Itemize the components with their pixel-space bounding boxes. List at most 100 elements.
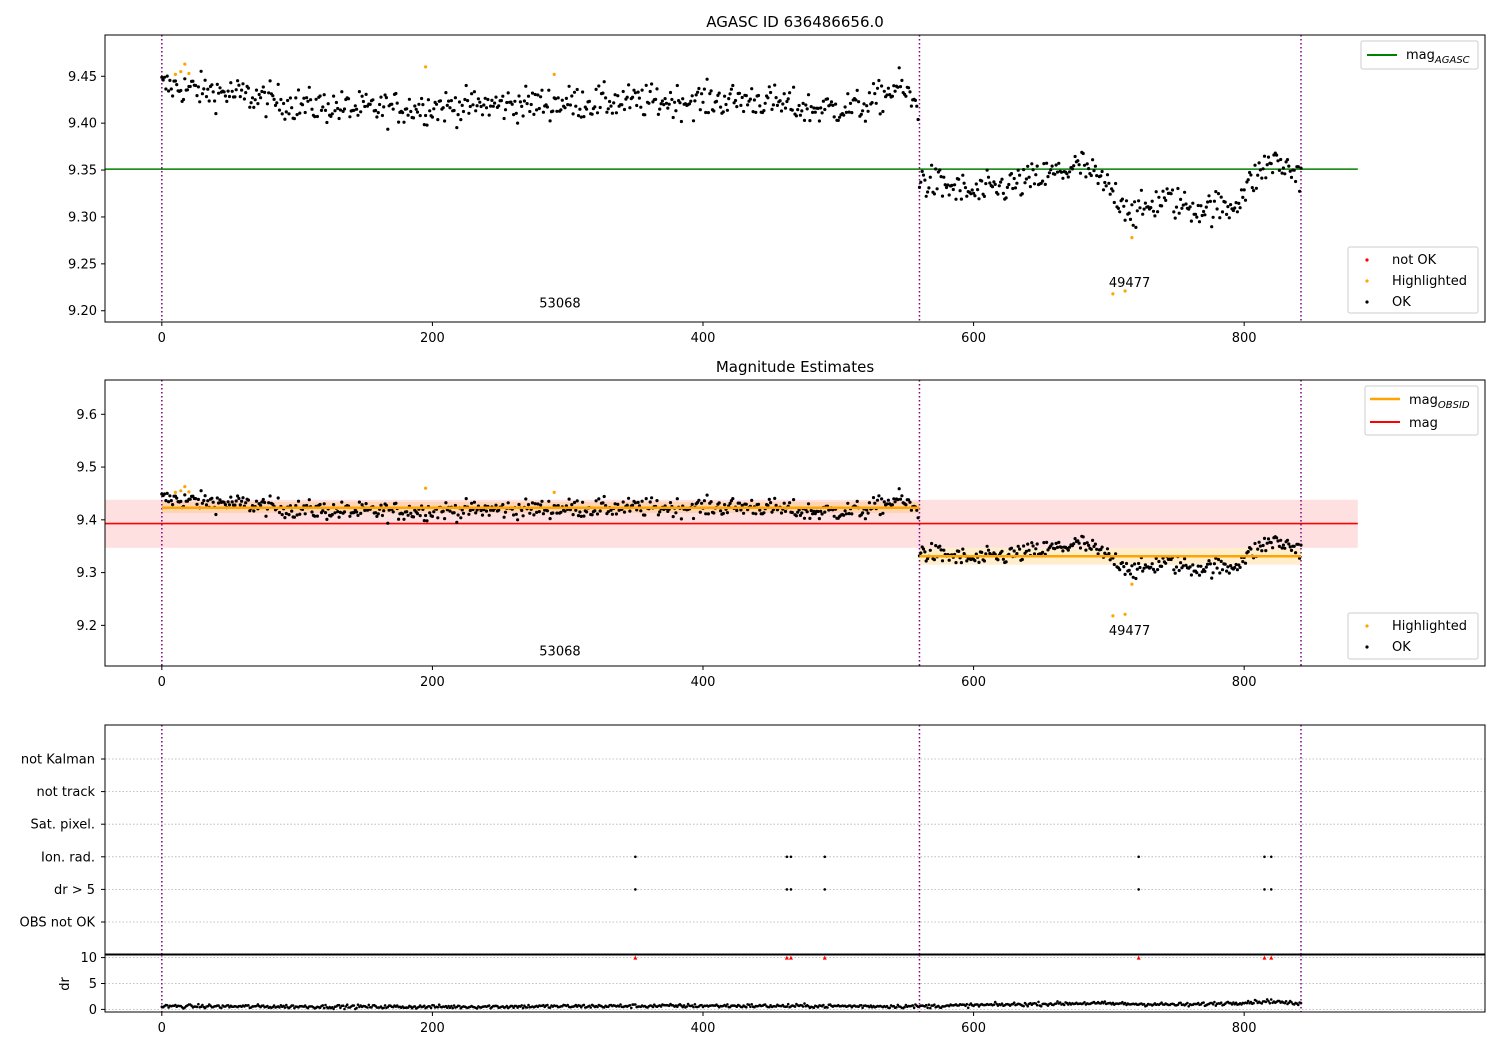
dr-point xyxy=(1142,1002,1146,1006)
ok-point xyxy=(195,94,199,98)
ok-point xyxy=(1130,203,1134,207)
dr-point xyxy=(803,1002,806,1005)
ok-point xyxy=(483,96,487,100)
ok-point xyxy=(867,91,872,95)
ok-point xyxy=(1170,188,1175,192)
ok-point xyxy=(1164,561,1168,565)
ok-point xyxy=(996,558,1000,562)
ok-point xyxy=(1199,204,1203,208)
ok-point xyxy=(1050,542,1054,546)
ok-point xyxy=(313,115,317,119)
ok-point xyxy=(1211,215,1215,219)
ok-point xyxy=(1281,166,1285,170)
dr-point xyxy=(505,1004,509,1008)
plot-frame xyxy=(104,953,1486,1013)
dr-clipped-marker xyxy=(1136,955,1141,960)
ok-point xyxy=(986,548,991,552)
ok-point xyxy=(1045,161,1049,165)
ok-point xyxy=(896,85,900,89)
ok-point xyxy=(336,510,340,514)
ok-point xyxy=(305,96,309,100)
ok-point xyxy=(1151,567,1156,572)
ok-point xyxy=(1142,566,1146,570)
ok-point xyxy=(514,111,518,115)
ok-point xyxy=(420,96,424,101)
y-tick-label: 9.2 xyxy=(76,619,97,634)
ok-point xyxy=(1243,561,1248,565)
ok-point xyxy=(380,113,384,118)
y-tick-label: 9.45 xyxy=(68,70,97,85)
ok-point xyxy=(359,110,363,114)
ok-point xyxy=(491,104,495,108)
ok-point xyxy=(1095,547,1099,551)
dr-point xyxy=(1012,1001,1016,1004)
ok-point xyxy=(307,498,311,502)
ok-point xyxy=(972,191,976,195)
ok-point xyxy=(171,503,175,507)
ok-point xyxy=(470,501,474,505)
ok-point xyxy=(798,113,803,117)
ok-point xyxy=(1153,214,1157,218)
ok-point xyxy=(862,102,866,106)
ok-point xyxy=(1279,157,1283,162)
ok-point xyxy=(227,503,232,507)
ok-point xyxy=(767,497,771,501)
ok-point xyxy=(668,90,673,95)
ok-point xyxy=(1123,218,1127,222)
ok-point xyxy=(1227,571,1231,575)
highlighted-point xyxy=(424,486,428,490)
ok-point xyxy=(307,85,311,89)
ok-point xyxy=(173,79,177,83)
ok-point xyxy=(990,185,995,189)
ok-point xyxy=(1253,163,1257,167)
ok-point xyxy=(493,101,497,105)
ok-point xyxy=(1196,203,1200,208)
ok-point xyxy=(288,96,292,100)
ok-point xyxy=(478,100,482,104)
ok-point xyxy=(882,500,886,504)
ok-point xyxy=(1172,210,1176,214)
ok-point xyxy=(581,90,585,94)
dr-point xyxy=(343,1007,346,1011)
ok-point xyxy=(674,109,678,113)
flag-row-label: dr > 5 xyxy=(54,883,95,898)
dr-point xyxy=(1213,1000,1216,1004)
ok-point xyxy=(917,185,922,189)
ok-point xyxy=(1005,185,1010,189)
ok-point xyxy=(501,94,505,98)
ok-point xyxy=(1252,189,1256,193)
ok-point xyxy=(670,97,674,102)
ok-point xyxy=(708,92,712,96)
dr-point xyxy=(458,1004,461,1008)
ok-point xyxy=(575,87,579,92)
ok-point xyxy=(517,94,521,98)
ok-point xyxy=(1030,162,1034,166)
ok-point xyxy=(953,183,957,187)
ok-point xyxy=(832,115,836,119)
ok-point xyxy=(1150,562,1154,566)
ok-point xyxy=(204,95,209,99)
ok-point xyxy=(819,106,823,110)
ok-point xyxy=(861,109,865,113)
ok-point xyxy=(1092,169,1096,173)
y-tick-label: 9.6 xyxy=(76,408,97,423)
ok-point xyxy=(974,552,978,556)
ok-point xyxy=(402,120,406,124)
ok-point xyxy=(802,516,807,520)
ok-point xyxy=(1200,213,1204,218)
flag-point xyxy=(1263,888,1266,891)
ok-point xyxy=(625,503,629,507)
ok-point xyxy=(1177,568,1181,573)
ok-point xyxy=(602,494,606,499)
ok-point xyxy=(1015,181,1019,185)
ok-point xyxy=(371,98,375,102)
dr-point xyxy=(596,1005,599,1009)
dr-point xyxy=(861,1006,864,1010)
ok-point xyxy=(487,513,491,517)
ok-point xyxy=(306,99,310,103)
ok-point xyxy=(337,116,341,121)
ok-point xyxy=(1091,158,1095,162)
ok-point xyxy=(346,97,351,101)
ok-point xyxy=(230,89,234,93)
ok-point xyxy=(752,98,757,102)
